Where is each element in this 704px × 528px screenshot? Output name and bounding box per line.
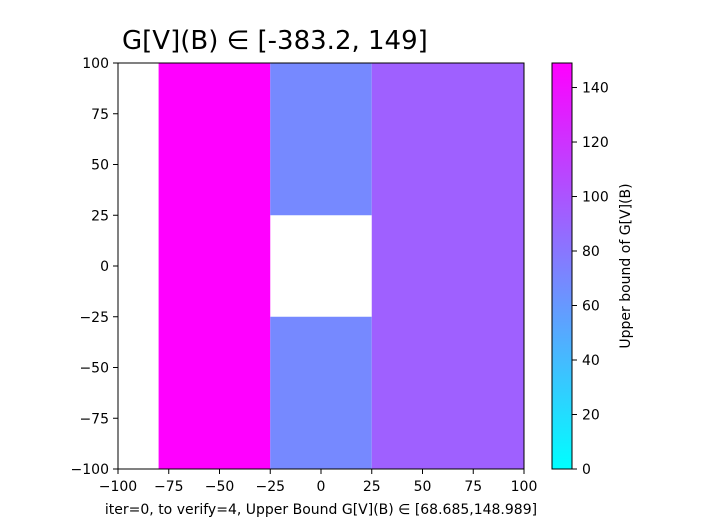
colorbar-tick-label: 0 (582, 462, 591, 478)
colorbar-tick-label: 120 (582, 135, 609, 151)
x-tick-label: −100 (99, 479, 137, 495)
colorbar-tick-label: 40 (582, 353, 600, 369)
x-tick-label: −50 (205, 479, 235, 495)
x-axis-label: iter=0, to verify=4, Upper Bound G[V](B)… (105, 502, 537, 518)
colorbar-tick-label: 60 (582, 299, 600, 315)
y-tick-label: 0 (100, 259, 109, 275)
y-tick-label: 50 (91, 158, 109, 174)
colorbar-tick-label: 100 (582, 190, 609, 206)
colorbar-tick-label: 80 (582, 244, 600, 260)
colorbar-label: Upper bound of G[V](B) (618, 183, 634, 348)
x-tick-label: −75 (154, 479, 184, 495)
y-axis: −100 −75 −50 −25 0 25 50 75 100 (71, 56, 118, 478)
y-tick-label: −75 (79, 411, 109, 427)
x-tick-label: 0 (317, 479, 326, 495)
x-tick-label: 75 (464, 479, 482, 495)
y-tick-label: 100 (82, 56, 109, 72)
y-tick-label: −50 (79, 361, 109, 377)
colorbar-tick-label: 140 (582, 81, 609, 97)
x-tick-label: 100 (511, 479, 538, 495)
x-tick-label: 50 (414, 479, 432, 495)
colorbar-tick-label: 20 (582, 408, 600, 424)
y-tick-label: 75 (91, 107, 109, 123)
x-axis: −100 −75 −50 −25 0 25 50 75 100 (99, 469, 538, 495)
colorbar (551, 62, 573, 470)
y-tick-label: 25 (91, 208, 109, 224)
x-tick-label: 25 (363, 479, 381, 495)
chart-title: G[V](B) ∈ [-383.2, 149] (122, 26, 428, 56)
x-tick-label: −25 (255, 479, 285, 495)
y-tick-label: −100 (71, 462, 109, 478)
heatmap-cells (158, 63, 524, 469)
heatmap-cell-3 (371, 63, 524, 469)
heatmap-cell-1 (270, 63, 372, 216)
heatmap-cell-0 (158, 63, 271, 469)
y-tick-label: −25 (79, 310, 109, 326)
colorbar-axis: 0 20 40 60 80 100 120 140 (572, 81, 609, 478)
heatmap-cell-2 (270, 316, 372, 469)
